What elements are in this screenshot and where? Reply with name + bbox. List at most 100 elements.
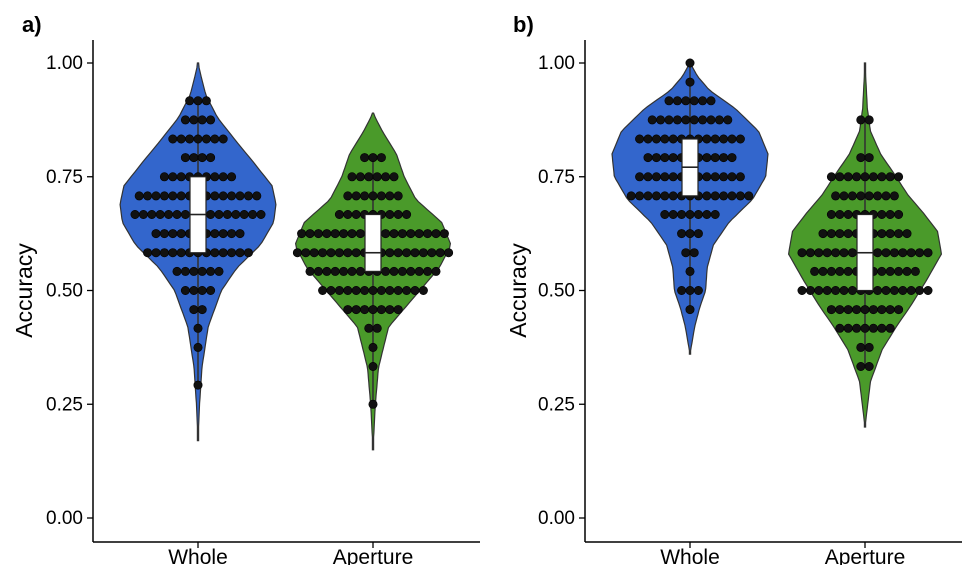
data-point — [427, 248, 437, 258]
data-point — [839, 248, 849, 258]
data-point — [176, 229, 186, 239]
data-point — [702, 172, 712, 182]
data-point — [176, 191, 186, 201]
data-point — [668, 153, 678, 163]
data-point — [856, 361, 866, 371]
data-point — [218, 191, 228, 201]
data-point — [393, 305, 403, 315]
data-point — [693, 229, 703, 239]
data-point — [201, 96, 211, 106]
data-point — [402, 210, 412, 220]
data-point — [826, 229, 836, 239]
data-point — [376, 153, 386, 163]
data-point — [843, 305, 853, 315]
data-point — [343, 285, 353, 295]
data-point — [835, 210, 845, 220]
data-point — [877, 210, 887, 220]
data-point — [343, 248, 353, 258]
data-point — [831, 191, 841, 201]
data-point — [818, 229, 828, 239]
data-point — [685, 305, 695, 315]
data-point — [193, 323, 203, 333]
data-point — [168, 229, 178, 239]
data-point — [351, 248, 361, 258]
data-point — [660, 134, 670, 144]
data-point — [189, 305, 199, 315]
data-point — [831, 248, 841, 258]
data-point — [877, 266, 887, 276]
data-point — [210, 134, 220, 144]
data-point — [894, 172, 904, 182]
data-point — [164, 210, 174, 220]
panel-1: a) Accuracy 0.00 0.25 0.50 0.75 1.00 Whole Apert… — [11, 12, 480, 565]
data-point — [143, 248, 153, 258]
data-point — [843, 172, 853, 182]
data-point — [147, 210, 157, 220]
data-point — [702, 210, 712, 220]
data-point — [206, 210, 216, 220]
data-point — [885, 210, 895, 220]
data-point — [643, 172, 653, 182]
data-point — [180, 210, 190, 220]
data-point — [852, 305, 862, 315]
data-point — [143, 191, 153, 201]
data-point — [898, 248, 908, 258]
data-point — [393, 285, 403, 295]
data-point — [677, 210, 687, 220]
data-point — [243, 191, 253, 201]
data-point — [402, 285, 412, 295]
data-point — [180, 153, 190, 163]
data-point — [189, 266, 199, 276]
data-point — [826, 305, 836, 315]
data-point — [727, 134, 737, 144]
data-point — [698, 115, 708, 125]
data-point — [626, 191, 636, 201]
group-aperture — [787, 62, 943, 428]
data-point — [643, 153, 653, 163]
data-point — [402, 248, 412, 258]
data-point — [860, 323, 870, 333]
data-point — [330, 266, 340, 276]
data-point — [318, 285, 328, 295]
data-point — [406, 229, 416, 239]
data-point — [343, 191, 353, 201]
data-point — [210, 248, 220, 258]
data-point — [235, 229, 245, 239]
data-point — [239, 210, 249, 220]
y-tick-label: 0.25 — [538, 394, 575, 415]
data-point — [668, 134, 678, 144]
data-point — [444, 248, 454, 258]
panel-2: b) Accuracy 0.00 0.25 0.50 0.75 1.00 Whole Apert… — [505, 12, 962, 565]
x-tick-label: Whole — [168, 546, 228, 565]
data-point — [710, 172, 720, 182]
data-point — [881, 285, 891, 295]
data-point — [689, 96, 699, 106]
data-point — [227, 248, 237, 258]
data-point — [894, 210, 904, 220]
data-point — [877, 305, 887, 315]
data-point — [231, 210, 241, 220]
data-point — [334, 285, 344, 295]
data-point — [660, 153, 670, 163]
data-point — [130, 210, 140, 220]
data-point — [668, 191, 678, 201]
data-point — [885, 323, 895, 333]
data-point — [180, 115, 190, 125]
data-point — [672, 96, 682, 106]
y-axis-title: Accuracy — [505, 243, 531, 338]
data-point — [210, 229, 220, 239]
data-point — [189, 285, 199, 295]
data-point — [814, 285, 824, 295]
data-point — [643, 134, 653, 144]
x-tick-label: Aperture — [333, 546, 414, 565]
data-point — [889, 191, 899, 201]
data-point — [689, 248, 699, 258]
data-point — [727, 191, 737, 201]
data-point — [292, 248, 302, 258]
data-point — [668, 210, 678, 220]
data-point — [706, 115, 716, 125]
data-point — [681, 115, 691, 125]
data-point — [206, 153, 216, 163]
data-point — [176, 248, 186, 258]
